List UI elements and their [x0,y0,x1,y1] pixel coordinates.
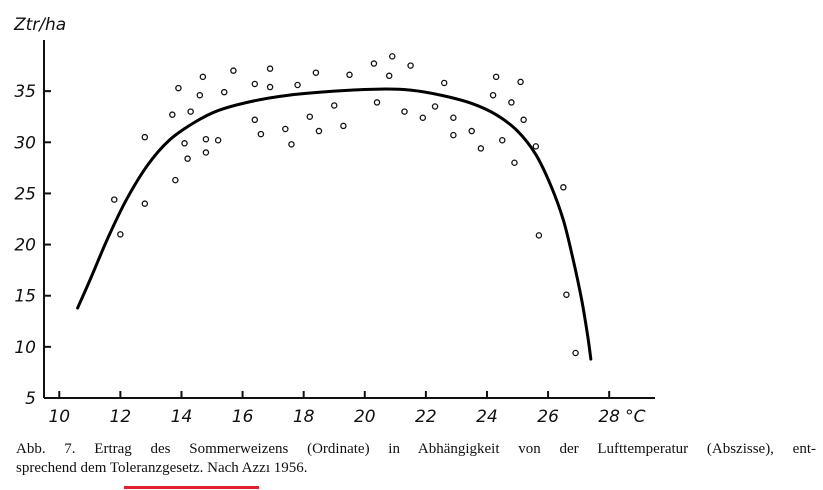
data-point [340,122,347,130]
data-point [266,83,274,91]
data-point [306,113,314,120]
y-tick-label: 15 [14,287,36,307]
tolerance-curve [76,87,593,361]
caption-prefix: sprechend dem [16,460,110,476]
data-point [181,140,188,147]
tick-labels-layer: 5 10 15 20 25 30 35 10 12 14 16 18 20 22 24 26 28 °C Ztr/h… [13,15,646,427]
caption-line-2: sprechend dem Toleranzgesetz. Nach Azzı … [16,459,816,478]
x-tick-label: 14 [171,407,193,427]
data-point [257,130,265,138]
x-tick-label: 22 [415,407,437,427]
data-point [385,72,393,80]
data-point [294,81,301,89]
data-point [346,71,353,79]
data-point [489,91,497,99]
x-tick-label: 20 [354,407,376,427]
data-point [370,60,378,67]
data-point [214,136,222,144]
data-point [401,108,408,115]
data-point [184,155,191,162]
caption-highlight-term: Toleranzgesetz [109,460,200,476]
caption-suffix: . Nach Azzı 1956. [199,460,308,476]
data-point [169,111,176,118]
y-tick-label: 10 [14,338,36,358]
data-point [477,145,485,152]
caption-line-1: Abb. 7. Ertrag des Sommerweizens (Ordina… [16,441,816,457]
data-point [572,349,579,357]
data-point [202,149,210,156]
data-point [220,88,228,96]
data-point [468,127,475,135]
data-point [266,65,274,72]
y-tick-label: 35 [14,82,36,102]
y-tick-label: 20 [14,236,36,256]
data-point [532,143,540,150]
data-point [450,114,457,121]
x-tick-label: 24 [476,407,498,427]
axes [43,40,655,399]
data-point [282,125,289,133]
data-point [172,176,179,184]
data-point [431,103,439,110]
x-tick-label: 28 [598,407,620,427]
data-point [187,108,194,115]
fitted-curve-layer [76,87,593,361]
y-tick-label: 25 [14,184,36,204]
data-point [508,99,515,106]
data-point [251,80,259,88]
x-tick-label: 10 [48,407,70,427]
data-point [517,78,524,86]
x-tick-label: 18 [293,407,315,427]
data-point [117,231,124,238]
data-point [560,184,567,191]
data-point [202,135,210,143]
x-tick-label: 16 [232,407,254,427]
x-tick-label: 26 [537,407,559,427]
data-point [440,79,448,87]
data-point [389,53,396,60]
data-point [196,91,204,99]
data-point [312,69,320,76]
data-point [199,73,207,81]
x-unit-label: °C [625,407,646,427]
y-tick-label: 30 [14,133,36,153]
figure-caption: Abb. 7. Ertrag des Sommerweizens (Ordina… [16,440,816,478]
data-point [141,133,149,141]
y-tick-label: 5 [25,389,36,409]
data-point [230,67,237,74]
data-point [111,196,118,203]
data-point [511,159,518,166]
data-point [330,102,338,109]
data-point [498,136,506,144]
data-point [373,99,381,106]
data-point [315,127,323,135]
yield-temperature-chart: 5 10 15 20 25 30 35 10 12 14 16 18 20 22 24 26 28 °C Ztr/h… [13,15,655,427]
data-point [419,114,427,121]
data-points-layer [111,53,579,357]
data-point [535,232,543,239]
data-point [251,116,259,124]
data-point [450,131,457,139]
data-point [407,62,414,69]
data-point [288,141,295,148]
data-point [492,73,500,81]
x-tick-label: 12 [110,407,132,427]
data-point [141,200,149,207]
data-point [563,291,570,298]
highlight-underline [124,486,259,489]
data-point [175,84,182,92]
y-axis-title: Ztr/ha [13,15,66,35]
data-point [520,116,527,124]
